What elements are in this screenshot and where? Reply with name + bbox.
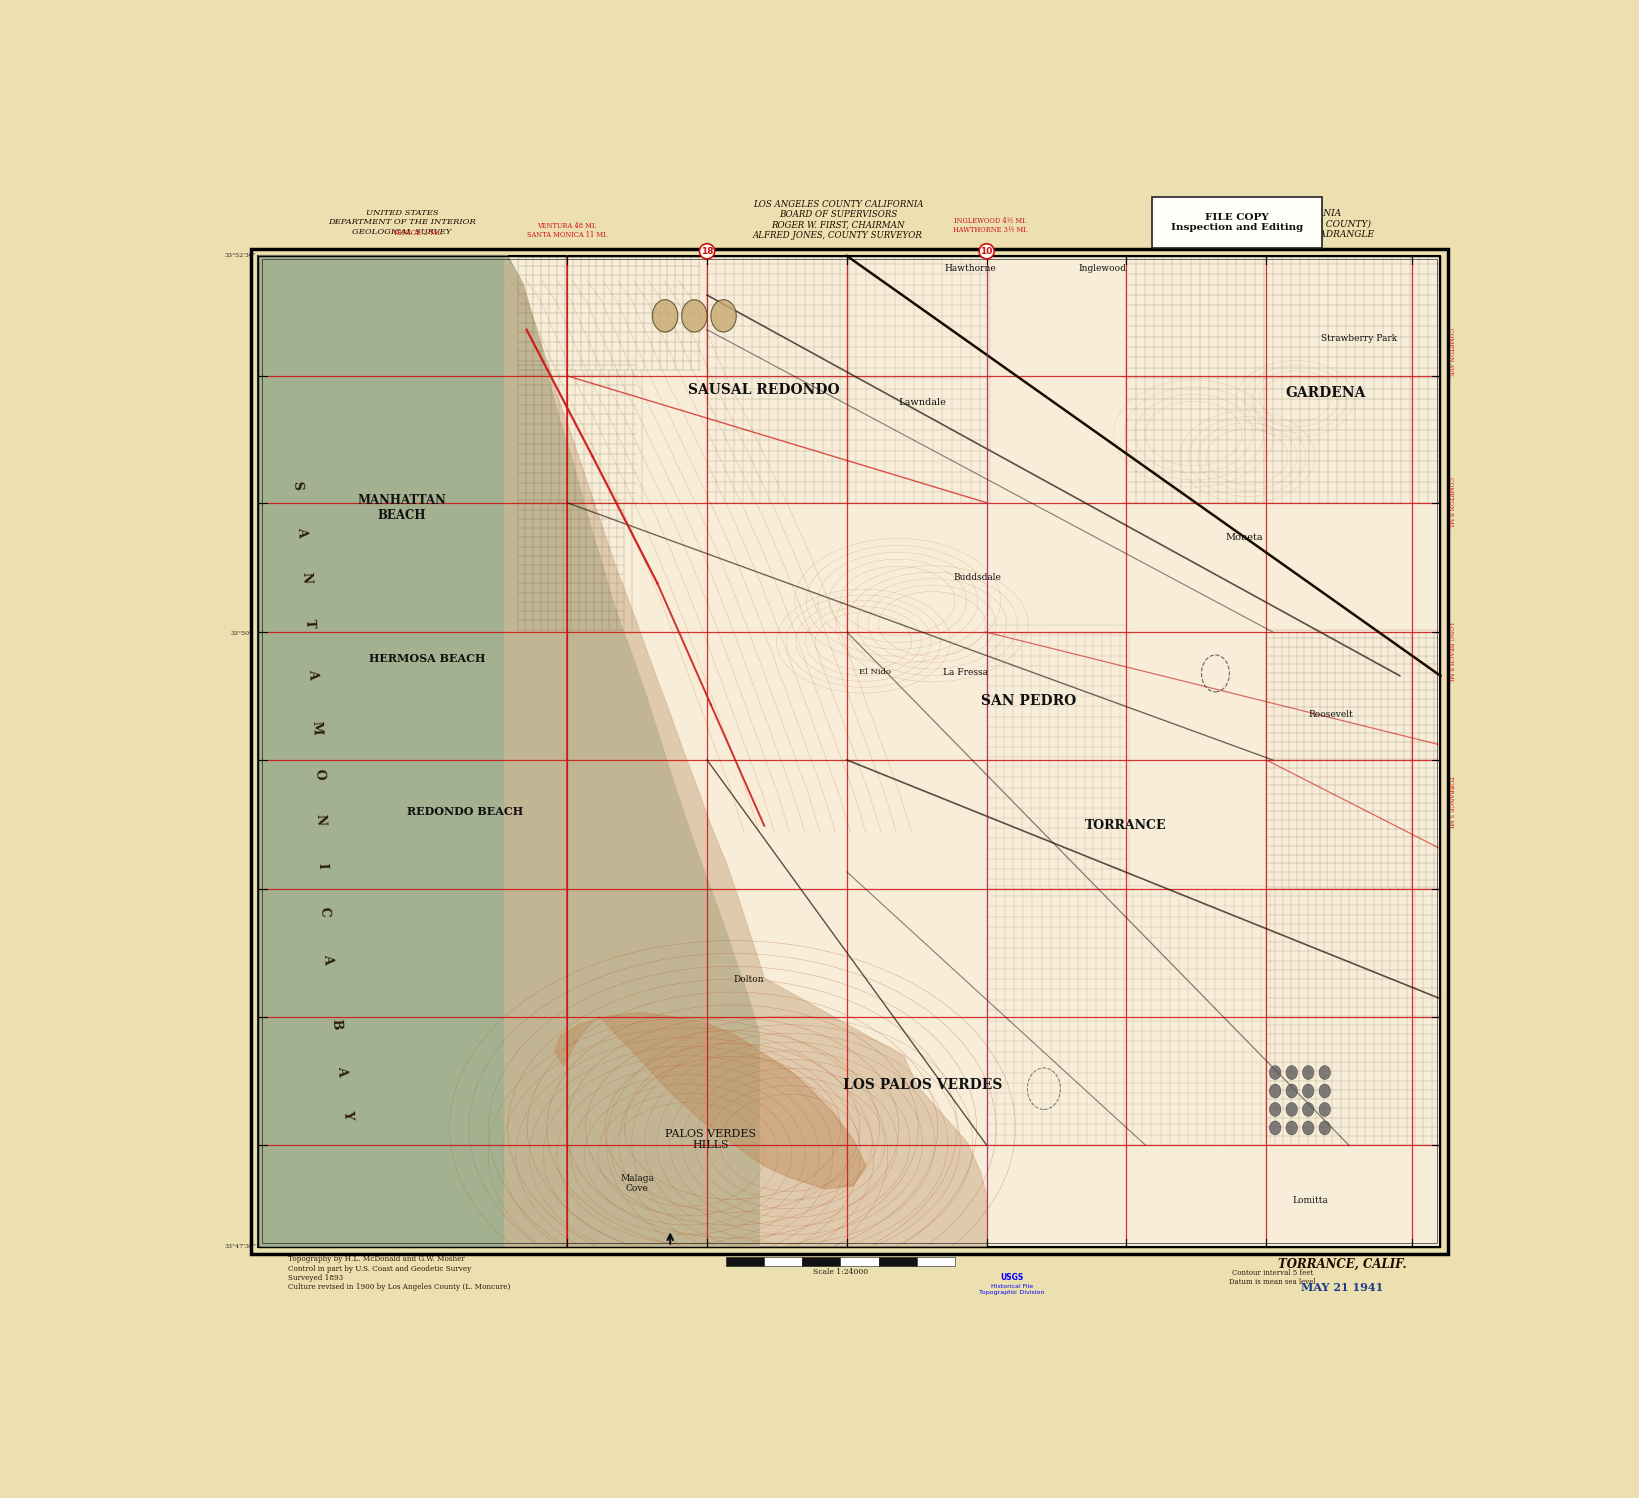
Text: TORRANCE, CALIF.: TORRANCE, CALIF. bbox=[1277, 1257, 1406, 1270]
Text: CALIFORNIA
(LOS ANGELES COUNTY)
TORRANCE QUADRANGLE: CALIFORNIA (LOS ANGELES COUNTY) TORRANCE… bbox=[1246, 208, 1373, 238]
Ellipse shape bbox=[710, 300, 736, 333]
Text: 33°50': 33°50' bbox=[229, 631, 251, 635]
Text: Dolton: Dolton bbox=[733, 975, 764, 984]
Text: A: A bbox=[295, 526, 308, 536]
Text: Strawberry Park: Strawberry Park bbox=[1319, 334, 1396, 343]
Text: I: I bbox=[315, 863, 328, 869]
Text: PALOS VERDES
HILLS: PALOS VERDES HILLS bbox=[665, 1128, 756, 1150]
Text: Lomitta: Lomitta bbox=[1292, 1195, 1328, 1204]
Ellipse shape bbox=[1301, 1085, 1313, 1098]
Text: HOLLYDALE 15 MI.: HOLLYDALE 15 MI. bbox=[1237, 225, 1306, 232]
Text: UNITED STATES
DEPARTMENT OF THE INTERIOR
GEOLOGICAL SURVEY: UNITED STATES DEPARTMENT OF THE INTERIOR… bbox=[328, 210, 475, 235]
Ellipse shape bbox=[1269, 1085, 1280, 1098]
Bar bbox=[916, 1257, 954, 1266]
Polygon shape bbox=[259, 256, 759, 1246]
FancyBboxPatch shape bbox=[1151, 198, 1321, 247]
Ellipse shape bbox=[1301, 1065, 1313, 1080]
Ellipse shape bbox=[1318, 1085, 1329, 1098]
Text: B: B bbox=[329, 1019, 343, 1029]
Text: A: A bbox=[336, 1065, 349, 1076]
Text: T: T bbox=[302, 619, 316, 629]
Text: Y: Y bbox=[341, 1109, 354, 1119]
Text: Moneta: Moneta bbox=[1224, 533, 1262, 542]
Text: El Nido: El Nido bbox=[859, 668, 890, 676]
Text: 10: 10 bbox=[980, 247, 992, 256]
Bar bbox=[262, 259, 1436, 1243]
Text: Lawndale: Lawndale bbox=[898, 398, 946, 407]
Ellipse shape bbox=[1269, 1065, 1280, 1080]
Text: Roosevelt: Roosevelt bbox=[1308, 710, 1352, 719]
Ellipse shape bbox=[1301, 1103, 1313, 1116]
Text: Inglewood: Inglewood bbox=[1078, 264, 1126, 273]
Text: Malaga
Cove: Malaga Cove bbox=[620, 1173, 654, 1192]
Bar bbox=[259, 256, 1439, 1246]
Text: USGS: USGS bbox=[1000, 1273, 1023, 1282]
Ellipse shape bbox=[682, 300, 706, 333]
Ellipse shape bbox=[1269, 1121, 1280, 1135]
Text: O: O bbox=[313, 768, 326, 779]
Text: GARDENA: GARDENA bbox=[1285, 386, 1365, 400]
Text: HERMOSA BEACH: HERMOSA BEACH bbox=[369, 653, 485, 664]
Ellipse shape bbox=[1318, 1065, 1329, 1080]
Text: Topography by H.L. McDonald and G.W. Mosher
Control in part by U.S. Coast and Ge: Topography by H.L. McDonald and G.W. Mos… bbox=[287, 1255, 510, 1291]
Text: REDONDO BEACH: REDONDO BEACH bbox=[406, 806, 523, 818]
Ellipse shape bbox=[1285, 1085, 1296, 1098]
Bar bbox=[841, 1257, 879, 1266]
Ellipse shape bbox=[1269, 1103, 1280, 1116]
Text: TORRANCE: TORRANCE bbox=[1083, 819, 1165, 833]
Bar bbox=[726, 1257, 764, 1266]
Text: MAY 21 1941: MAY 21 1941 bbox=[1301, 1282, 1383, 1293]
Polygon shape bbox=[554, 1013, 865, 1189]
Text: Buddsdale: Buddsdale bbox=[954, 574, 1001, 583]
Text: VENTURA 48 MI.
SANTA MONICA 11 MI.: VENTURA 48 MI. SANTA MONICA 11 MI. bbox=[526, 222, 608, 240]
Ellipse shape bbox=[1301, 1121, 1313, 1135]
Text: Scale 1:24000: Scale 1:24000 bbox=[813, 1269, 867, 1276]
Bar bbox=[764, 1257, 801, 1266]
Text: 33°47'30": 33°47'30" bbox=[225, 1245, 256, 1249]
Bar bbox=[251, 249, 1447, 1254]
Ellipse shape bbox=[1318, 1103, 1329, 1116]
Ellipse shape bbox=[1318, 1121, 1329, 1135]
Text: VENICE 3 MI.: VENICE 3 MI. bbox=[392, 229, 441, 237]
Bar bbox=[259, 256, 1439, 1246]
Text: INGLEWOOD 4½ MI.
HAWTHORNE 3½ MI.: INGLEWOOD 4½ MI. HAWTHORNE 3½ MI. bbox=[952, 217, 1028, 235]
Text: A: A bbox=[321, 953, 334, 963]
Text: Contour interval 5 feet
Datum is mean sea level: Contour interval 5 feet Datum is mean se… bbox=[1229, 1269, 1314, 1287]
Text: COMPTON 8 MI.: COMPTON 8 MI. bbox=[1447, 478, 1452, 529]
Text: Hawthorne: Hawthorne bbox=[944, 264, 995, 273]
Text: COMPTON AVE.: COMPTON AVE. bbox=[1447, 328, 1452, 377]
Text: TORRANCE 5 MI.: TORRANCE 5 MI. bbox=[1447, 776, 1452, 830]
Text: 33°52'30": 33°52'30" bbox=[225, 253, 256, 258]
Ellipse shape bbox=[1285, 1121, 1296, 1135]
Text: MANHATTAN
BEACH: MANHATTAN BEACH bbox=[357, 494, 446, 523]
Text: A: A bbox=[306, 668, 320, 679]
Text: FILE COPY
Inspection and Editing: FILE COPY Inspection and Editing bbox=[1170, 213, 1303, 232]
Text: 18: 18 bbox=[700, 247, 713, 256]
Text: LOS ANGELES COUNTY CALIFORNIA
BOARD OF SUPERVISORS
ROGER W. FIRST, CHAIRMAN
ALFR: LOS ANGELES COUNTY CALIFORNIA BOARD OF S… bbox=[752, 201, 923, 240]
Text: S: S bbox=[290, 481, 303, 490]
Ellipse shape bbox=[1285, 1103, 1296, 1116]
Ellipse shape bbox=[1285, 1065, 1296, 1080]
Text: C: C bbox=[318, 906, 331, 918]
Bar bbox=[879, 1257, 916, 1266]
Ellipse shape bbox=[652, 300, 677, 333]
Text: SAN PEDRO: SAN PEDRO bbox=[980, 694, 1075, 709]
Text: La Fressa: La Fressa bbox=[942, 668, 987, 677]
Bar bbox=[801, 1257, 841, 1266]
Text: LOS PALOS VERDES: LOS PALOS VERDES bbox=[842, 1079, 1001, 1092]
Polygon shape bbox=[505, 256, 987, 1246]
Text: N: N bbox=[300, 572, 313, 584]
Text: N: N bbox=[313, 813, 328, 825]
Text: LONG BEACH 8 MI.: LONG BEACH 8 MI. bbox=[1447, 622, 1452, 683]
Text: SAUSAL REDONDO: SAUSAL REDONDO bbox=[688, 382, 839, 397]
Text: Historical File
Topographic Division: Historical File Topographic Division bbox=[978, 1284, 1044, 1294]
Text: M: M bbox=[310, 721, 323, 736]
